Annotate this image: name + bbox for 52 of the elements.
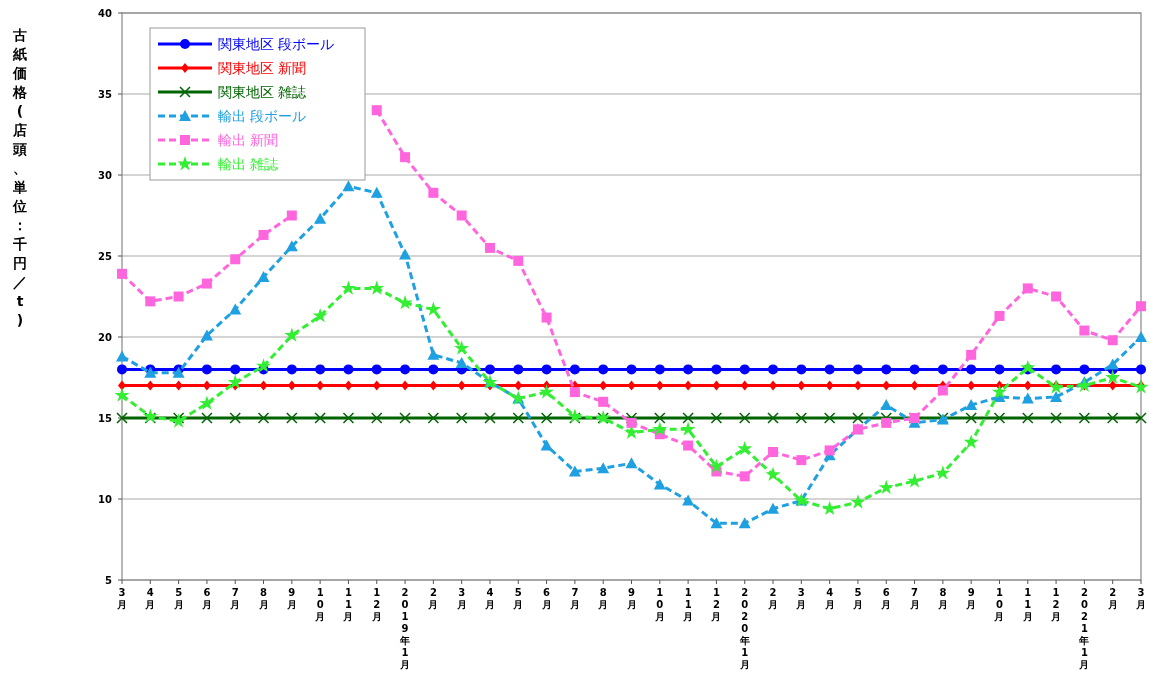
- y-tick-label: 5: [105, 574, 113, 586]
- x-tick-label: 9月: [285, 587, 297, 610]
- x-tick-label: 2019年1月: [399, 587, 411, 670]
- x-tick-label: 10月: [993, 587, 1005, 622]
- x-tick-label: 11月: [342, 587, 354, 622]
- x-tick-label: 7月: [229, 587, 241, 610]
- x-tick-label: 11月: [682, 587, 694, 622]
- x-tick-label: 10月: [314, 587, 326, 622]
- y-tick-label: 10: [98, 493, 113, 505]
- y-tick-label: 30: [98, 169, 113, 181]
- x-tick-label: 2021年1月: [1078, 587, 1090, 670]
- x-tick-label: 4月: [823, 587, 835, 610]
- legend-label: 輸出 雑誌: [218, 155, 279, 172]
- x-tick-label: 12月: [370, 587, 382, 622]
- x-tick-label: 9月: [625, 587, 637, 610]
- x-tick-label: 4月: [483, 587, 495, 610]
- x-tick-label: 12月: [1050, 587, 1062, 622]
- legend-label: 関東地区 段ボール: [218, 35, 335, 52]
- x-tick-label: 6月: [540, 587, 552, 610]
- x-tick-label: 2020年1月: [738, 587, 750, 670]
- x-tick-label: 5月: [512, 587, 524, 610]
- x-tick-label: 3月: [795, 587, 807, 610]
- legend-label: 関東地区 新聞: [218, 59, 307, 76]
- x-tick-label: 4月: [144, 587, 156, 610]
- x-tick-label: 8月: [597, 587, 609, 610]
- x-tick-label: 11月: [1021, 587, 1033, 622]
- x-tick-label: 9月: [965, 587, 977, 610]
- y-tick-label: 15: [98, 412, 113, 424]
- x-tick-label: 5月: [851, 587, 863, 610]
- y-tick-label: 40: [98, 7, 113, 19]
- x-tick-label: 6月: [880, 587, 892, 610]
- x-tick-label: 3月: [116, 587, 127, 610]
- y-tick-label: 35: [98, 88, 113, 100]
- legend-label: 輸出 新聞: [218, 131, 279, 148]
- x-tick-label: 7月: [568, 587, 580, 610]
- x-tick-label: 2月: [427, 587, 439, 610]
- text: 古紙価格(店頭、単位：千円／t): [13, 27, 27, 328]
- x-tick-label: 6月: [200, 587, 212, 610]
- x-tick-label: 3月: [455, 587, 467, 610]
- legend-label: 関東地区 雑誌: [218, 83, 307, 100]
- x-tick-label: 8月: [936, 587, 948, 610]
- y-tick-label: 20: [98, 331, 113, 343]
- legend-label: 輸出 段ボール: [218, 107, 307, 124]
- y-tick-label: 25: [98, 250, 113, 262]
- x-tick-label: 8月: [257, 587, 269, 610]
- x-tick-label: 12月: [710, 587, 722, 622]
- x-tick-label: 10月: [653, 587, 665, 622]
- x-tick-label: 5月: [172, 587, 184, 610]
- x-tick-label: 7月: [908, 587, 920, 610]
- x-tick-label: 2月: [767, 587, 779, 610]
- x-tick-label: 2月: [1106, 587, 1118, 610]
- x-tick-label: 3月: [1135, 587, 1146, 610]
